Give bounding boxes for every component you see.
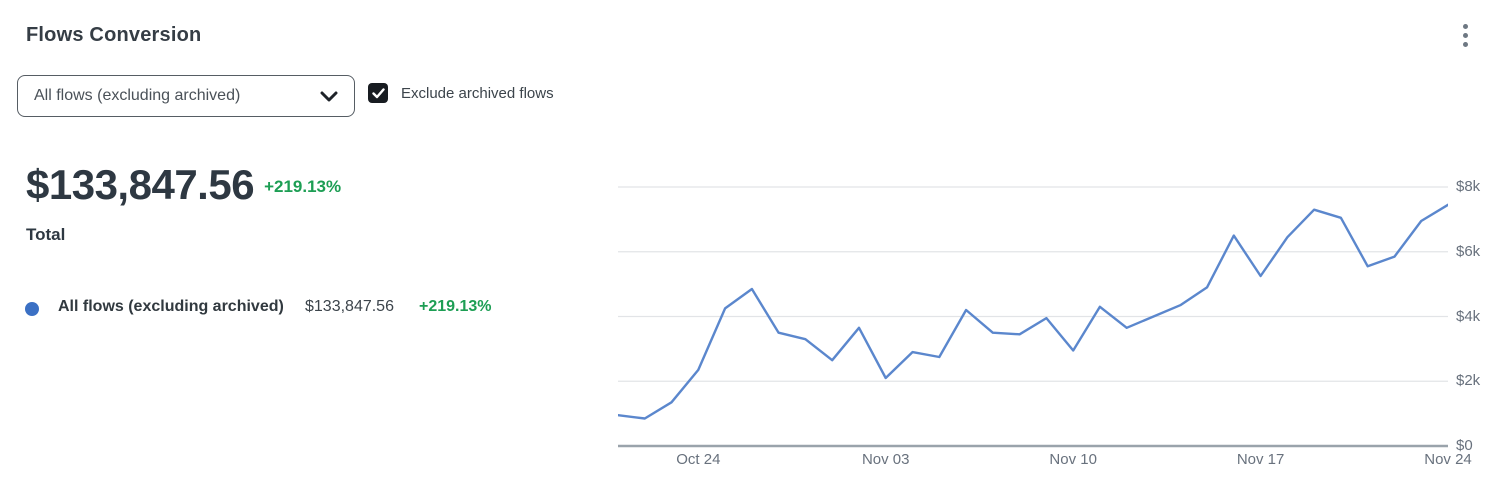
x-axis-label: Oct 24 [676,451,721,468]
kebab-dot-icon [1462,32,1468,38]
series-color-dot-icon [25,302,39,316]
kebab-dot-icon [1462,23,1468,29]
y-axis-label: $6k [1456,242,1481,260]
checkmark-icon [371,87,385,98]
total-caption: Total [26,225,66,244]
total-change-badge: +219.13% [264,177,342,196]
chart-plot-area [618,186,1448,448]
flow-filter-selected-value: All flows (excluding archived) [34,87,241,104]
legend-series-change: +219.13% [419,298,492,315]
y-axis-label: $4k [1456,307,1481,325]
x-axis-label: Nov 03 [861,451,910,468]
kebab-menu-button[interactable] [1452,16,1478,54]
x-axis-label: Nov 24 [1424,451,1472,468]
y-axis-label: $8k [1456,178,1481,195]
legend-series-value: $133,847.56 [305,298,394,315]
summary-block: $133,847.56 +219.13% [26,161,342,208]
exclude-archived-label: Exclude archived flows [401,84,554,102]
chevron-down-icon [320,91,338,101]
kebab-dot-icon [1462,41,1468,47]
line-chart: $0 $2k $4k $6k $8k Oct 24 Nov 03 Nov 10 Nov 17 No… [618,170,1498,480]
x-axis-label: Nov 10 [1049,451,1097,468]
y-axis-label: $2k [1456,372,1481,390]
legend-series-name: All flows (excluding archived) [58,298,284,315]
y-axis-label: $0 [1456,437,1473,454]
x-axis-label: Nov 17 [1236,451,1285,468]
legend-item[interactable]: All flows (excluding archived) $133,847.… [0,297,600,321]
page-title: Flows Conversion [26,24,202,46]
exclude-archived-control: Exclude archived flows [368,83,554,103]
series-line [618,203,1448,420]
total-value: $133,847.56 [26,161,255,208]
flow-filter-dropdown[interactable]: All flows (excluding archived) [17,75,355,117]
exclude-archived-checkbox[interactable] [368,83,388,103]
